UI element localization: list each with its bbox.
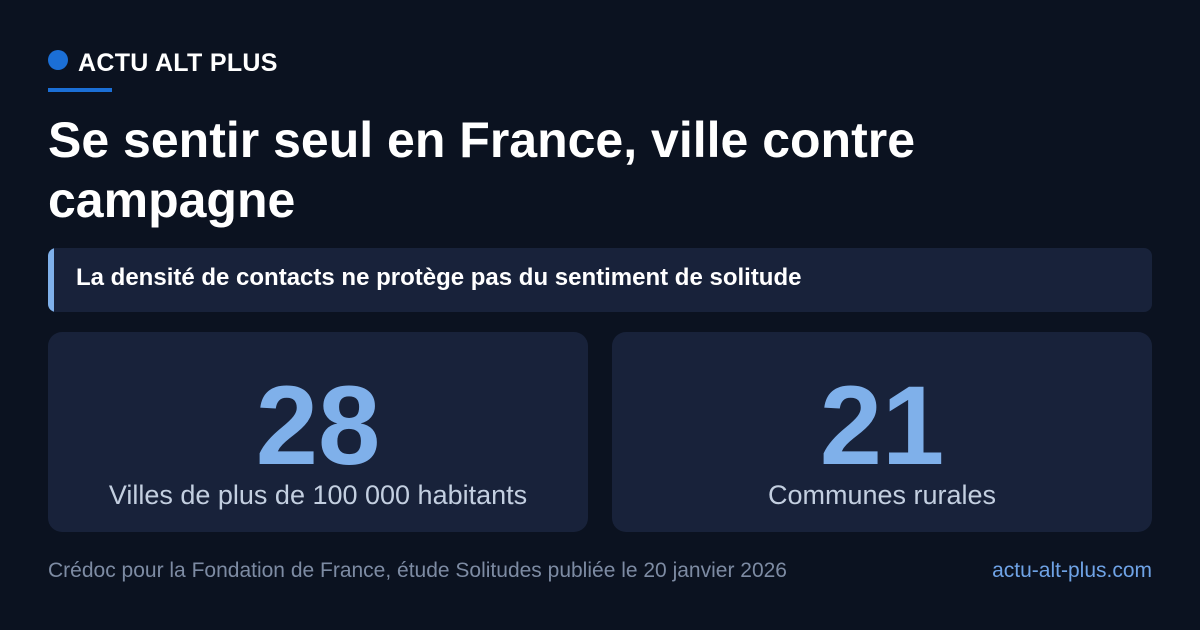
stat-label: Villes de plus de 100 000 habitants (108, 480, 528, 510)
headline: Se sentir seul en France, ville contre c… (48, 112, 916, 228)
stat-value: 21 (819, 363, 945, 488)
stat-card-cities: 28 Villes de plus de 100 000 habitants (48, 332, 588, 532)
brand-name: ACTU ALT PLUS (78, 48, 278, 77)
brand-dot-icon (48, 50, 68, 70)
subtitle-accent-bar (48, 248, 54, 312)
site-link[interactable]: actu-alt-plus.com (992, 559, 1152, 582)
brand: ACTU ALT PLUS (48, 46, 278, 80)
source-credit: Crédoc pour la Fondation de France, étud… (48, 559, 787, 582)
stat-label: Communes rurales (767, 480, 997, 510)
stat-value: 28 (255, 363, 381, 488)
stat-card-rural: 21 Communes rurales (612, 332, 1152, 532)
subtitle-box: La densité de contacts ne protège pas du… (48, 248, 1152, 312)
subtitle-text: La densité de contacts ne protège pas du… (76, 264, 802, 291)
brand-underline (48, 88, 112, 92)
